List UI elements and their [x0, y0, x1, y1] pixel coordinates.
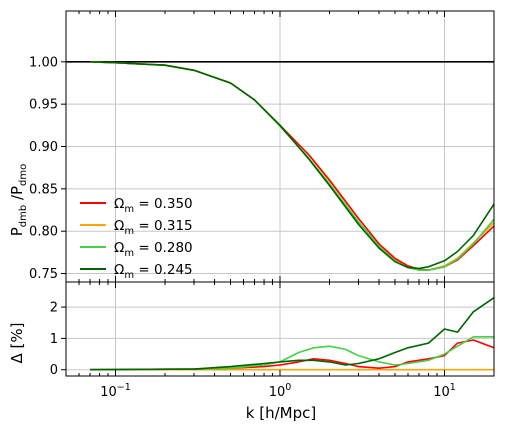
y-tick-label: 1.00 — [29, 55, 58, 70]
x-tick-exponent: 0 — [285, 382, 291, 393]
x-axis-label: k [h/Mpc] — [246, 404, 316, 422]
x-tick-base: 10 — [100, 385, 117, 400]
y-tick-label: 1 — [50, 332, 58, 347]
y-tick-label: 0.90 — [29, 140, 58, 155]
legend-label: Ωm = 0.280 — [114, 240, 193, 259]
series-line — [89, 61, 495, 271]
bottom-series-lines — [89, 297, 495, 371]
legend-label: Ωm = 0.315 — [114, 218, 193, 237]
legend-value: = 0.280 — [134, 240, 193, 256]
legend-subscript: m — [124, 204, 134, 215]
top-ticks: 0.75 0.80 0.85 0.90 0.95 1.00 — [29, 11, 495, 282]
x-tick-label: 100 — [269, 382, 292, 400]
top-ylabel-main: P — [8, 227, 26, 236]
series-line — [89, 297, 495, 371]
legend-symbol: Ω — [114, 218, 124, 234]
top-ylabel-mid: /P — [8, 186, 26, 205]
top-series-lines — [66, 61, 495, 271]
x-tick-base: 10 — [433, 385, 450, 400]
x-tick-exponent: 1 — [450, 382, 456, 393]
top-panel: 0.75 0.80 0.85 0.90 0.95 1.00 — [29, 10, 495, 283]
x-tick-label: 10−1 — [100, 382, 131, 400]
series-line — [89, 61, 495, 270]
series-line — [89, 61, 495, 271]
legend-subscript: m — [124, 248, 134, 259]
legend-label: Ωm = 0.245 — [114, 262, 193, 281]
x-tick-label: 101 — [433, 382, 456, 400]
y-tick-label: 0 — [50, 363, 58, 378]
legend-subscript: m — [124, 270, 134, 281]
x-tick-base: 10 — [269, 385, 286, 400]
y-tick-label: 0.80 — [29, 225, 58, 240]
legend-label: Ωm = 0.350 — [114, 196, 193, 215]
legend-value: = 0.350 — [134, 196, 193, 212]
y-tick-label: 0.95 — [29, 98, 58, 113]
legend-value: = 0.245 — [134, 262, 193, 278]
series-line — [89, 339, 495, 371]
y-tick-label: 0.85 — [29, 182, 58, 197]
legend-value: = 0.315 — [134, 218, 193, 234]
top-ylabel-sub1: dmb — [18, 205, 29, 227]
legend-symbol: Ω — [114, 262, 124, 278]
x-tick-exponent: −1 — [117, 382, 131, 393]
bottom-ylabel: Δ [%] — [8, 323, 26, 364]
top-ylabel-sub2: dmo — [18, 164, 29, 186]
y-tick-label: 2 — [50, 301, 58, 316]
legend-symbol: Ω — [114, 196, 124, 212]
top-grid — [66, 11, 494, 282]
series-line — [89, 335, 494, 371]
legend-subscript: m — [124, 226, 134, 237]
legend-symbol: Ω — [114, 240, 124, 256]
y-tick-label: 0.75 — [29, 267, 58, 282]
series-line — [89, 61, 495, 271]
top-ylabel: Pdmb /Pdmo — [8, 164, 29, 237]
